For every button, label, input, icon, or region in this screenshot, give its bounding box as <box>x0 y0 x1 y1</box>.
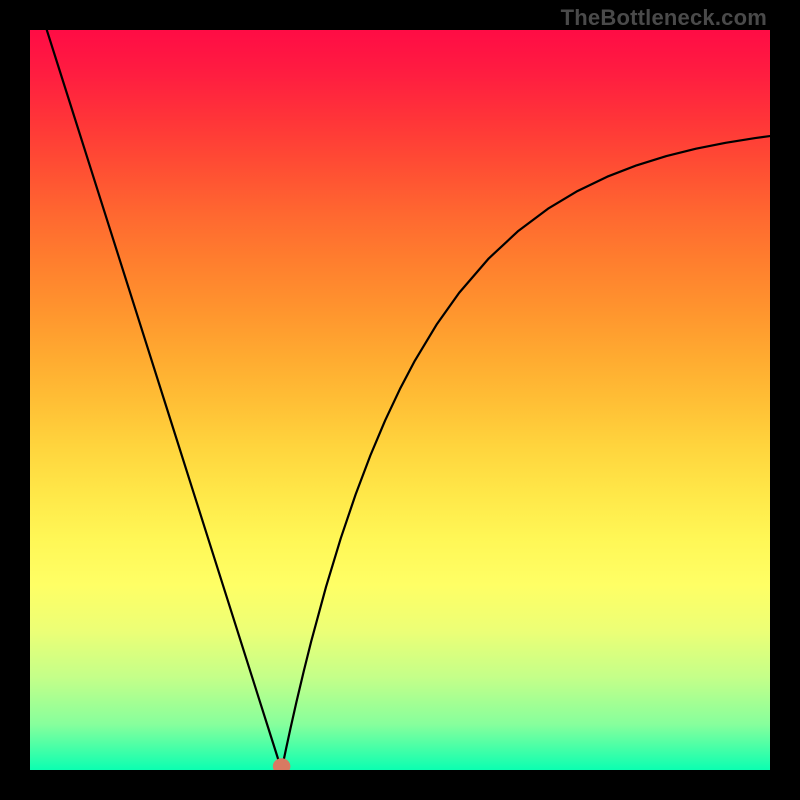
curve-layer <box>30 30 770 770</box>
vertex-marker <box>273 758 291 770</box>
bottleneck-curve <box>37 30 770 770</box>
chart-container: TheBottleneck.com <box>0 0 800 800</box>
watermark-text: TheBottleneck.com <box>561 5 767 31</box>
plot-area <box>30 30 770 770</box>
